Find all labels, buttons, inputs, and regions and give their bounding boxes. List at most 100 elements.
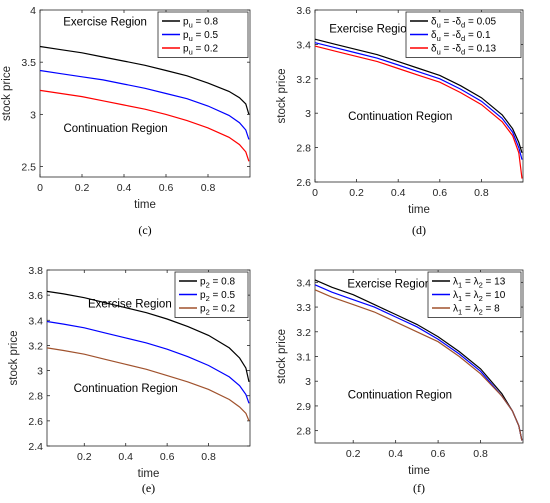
panel-caption: (f) — [413, 481, 425, 495]
legend-subscript: u — [189, 34, 193, 43]
y-tick-label: 3 — [30, 109, 36, 121]
legend-subscript: 2 — [479, 308, 483, 317]
exercise-region-label: Exercise Region — [63, 17, 147, 29]
y-tick-label: 3.6 — [296, 5, 311, 17]
x-tick-label: 0.2 — [349, 187, 364, 199]
panel-caption: (c) — [138, 223, 151, 237]
y-tick-label: 3.2 — [28, 340, 43, 352]
y-tick-label: 2.6 — [28, 416, 43, 428]
x-tick-label: 0.6 — [431, 448, 446, 460]
legend-subscript: u — [437, 21, 441, 30]
legend-text-part: = 0.8 — [193, 17, 219, 28]
legend-subscript: u — [189, 48, 193, 57]
y-tick-label: 2.6 — [296, 177, 311, 189]
x-tick-label: 0 — [312, 187, 318, 199]
legend-text-part: δ — [431, 44, 437, 55]
legend-text-part: = 0.5 — [210, 290, 236, 301]
series-line — [39, 45, 250, 115]
x-tick-label: 0.8 — [201, 182, 216, 194]
legend-subscript: 2 — [479, 281, 483, 290]
continuation-region-label: Continuation Region — [63, 123, 167, 135]
legend-label: δu = -δd = 0.05 — [431, 17, 497, 30]
x-axis-label: time — [134, 199, 156, 211]
legend-text-part: = 0.2 — [210, 304, 236, 315]
continuation-region-label: Continuation Region — [348, 111, 452, 123]
series-line — [39, 89, 250, 162]
x-tick-label: 0.6 — [160, 451, 175, 463]
y-tick-label: 3.6 — [28, 290, 43, 302]
legend-text-part: p — [183, 30, 189, 41]
x-tick-label: 0.2 — [77, 451, 92, 463]
legend-text-part: = λ — [462, 277, 478, 288]
legend: pu = 0.8pu = 0.5pu = 0.2 — [157, 11, 249, 58]
y-tick-label: 3 — [305, 376, 311, 388]
legend-text-part: = -δ — [441, 44, 462, 55]
y-tick-label: 3.5 — [21, 57, 36, 69]
chart-panel-f: 0.2 0.4 0.6 0.8 2.8 2.9 3 3.1 3.2 3.3 3.4 time stock… — [276, 269, 524, 495]
x-tick-label: 0.4 — [388, 448, 403, 460]
legend-text-part: λ — [453, 304, 458, 315]
legend-label: p2 = 0.8 — [200, 277, 235, 290]
legend-label: p2 = 0.2 — [200, 304, 235, 317]
panel-caption: (d) — [412, 223, 426, 237]
legend-text-part: λ — [453, 277, 458, 288]
legend-text-part: = 0.5 — [193, 30, 219, 41]
y-tick-label: 2.4 — [28, 441, 43, 453]
y-tick-label: 2.8 — [296, 426, 311, 438]
x-tick-label: 0.8 — [474, 187, 489, 199]
legend-label: p2 = 0.5 — [200, 290, 235, 303]
legend-text-part: p — [183, 17, 189, 28]
x-tick-label: 0.4 — [391, 187, 406, 199]
chart-panel-d: 0 0.2 0.4 0.6 0.8 2.6 2.8 3 3.2 3.4 3.6 time stock p… — [276, 5, 524, 237]
legend-label: pu = 0.8 — [183, 17, 218, 30]
series-line — [46, 347, 250, 422]
x-tick-label: 0.6 — [159, 182, 174, 194]
y-tick-label: 3.4 — [28, 315, 43, 327]
x-tick-label: 0.2 — [346, 448, 361, 460]
legend-text-part: = -δ — [441, 17, 462, 28]
legend-label: δu = -δd = 0.1 — [431, 30, 491, 43]
legend-text-part: p — [200, 277, 206, 288]
series-line — [46, 290, 250, 383]
legend-subscript: 1 — [458, 294, 462, 303]
series-line — [314, 45, 523, 179]
y-tick-label: 3 — [37, 366, 43, 378]
x-axis-label: time — [138, 468, 160, 480]
legend-text-part: δ — [431, 30, 437, 41]
legend: p2 = 0.8p2 = 0.5p2 = 0.2 — [174, 271, 249, 318]
y-axis-label: stock price — [276, 69, 288, 124]
continuation-region-label: Continuation Region — [348, 390, 452, 402]
y-tick-label: 3.2 — [296, 327, 311, 339]
x-axis-label: time — [408, 465, 430, 477]
x-tick-label: 0 — [37, 182, 43, 194]
legend-subscript: u — [437, 48, 441, 57]
legend-subscript: 2 — [206, 294, 210, 303]
y-tick-label: 3.2 — [296, 74, 311, 86]
legend-label: pu = 0.5 — [183, 30, 218, 43]
legend-text-part: = 0.8 — [210, 277, 236, 288]
legend-subscript: d — [461, 21, 465, 30]
x-tick-label: 0.8 — [201, 451, 216, 463]
continuation-region-label: Continuation Region — [74, 383, 178, 395]
legend-text-part: = 13 — [483, 277, 506, 288]
legend-label: pu = 0.2 — [183, 44, 218, 57]
y-tick-label: 3.4 — [296, 39, 311, 51]
legend-subscript: 2 — [479, 294, 483, 303]
y-tick-label: 3 — [305, 108, 311, 120]
exercise-region-label: Exercise Region — [88, 299, 172, 311]
y-tick-label: 2.5 — [21, 162, 36, 174]
y-tick-label: 3.4 — [296, 277, 311, 289]
y-axis-label: stock price — [8, 331, 20, 386]
x-tick-label: 0.2 — [75, 182, 90, 194]
legend-subscript: d — [461, 48, 465, 57]
legend-text-part: = -δ — [441, 30, 462, 41]
legend-text-part: δ — [431, 17, 437, 28]
legend-label: δu = -δd = 0.13 — [431, 44, 497, 57]
legend-text-part: = 8 — [483, 304, 500, 315]
x-axis-label: time — [408, 204, 430, 216]
legend-text-part: p — [183, 44, 189, 55]
legend-subscript: 1 — [458, 281, 462, 290]
